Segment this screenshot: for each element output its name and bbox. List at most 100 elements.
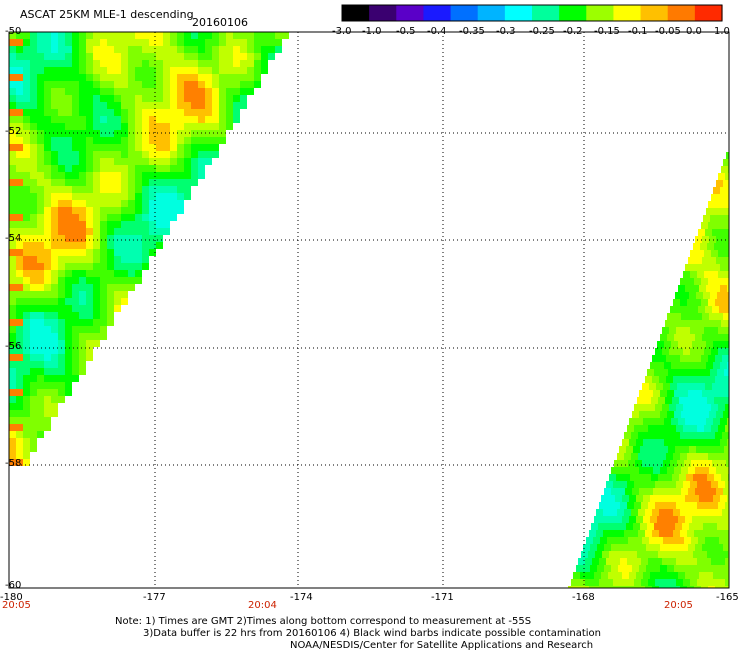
swath-cell [671,418,678,425]
swath-cell [163,172,170,179]
swath-cell [44,382,51,389]
swath-cell [16,340,23,347]
swath-cell [65,354,72,361]
swath-cell [100,291,107,298]
swath-cell [692,362,699,369]
swath-cell [643,495,650,502]
swath-cell [653,390,660,397]
swath-cell [86,200,93,207]
swath-cell [163,165,170,172]
swath-cell [638,453,645,460]
swath-cell [114,221,121,228]
swath-cell [726,537,729,544]
swath-cell [600,537,607,544]
swath-cell [716,180,723,187]
swath-cell [219,123,226,130]
swath-cell [72,368,79,375]
swath-cell [44,347,51,354]
swath-cell [594,516,601,523]
swath-cell [86,347,93,354]
swath-cell [720,572,727,579]
swath-cell [135,144,142,151]
swath-cell [23,354,30,361]
swath-cell [655,579,662,586]
swath-cell [699,572,706,579]
swath-cell [634,404,641,411]
swath-cell [613,558,620,565]
swath-cell [142,158,149,165]
swath-cell [689,369,696,376]
swath-cell [93,172,100,179]
swath-cell [44,368,51,375]
swath-cell [58,102,65,109]
swath-cell [191,88,198,95]
swath-cell [722,453,729,460]
swath-cell [9,445,16,452]
swath-cell [100,81,107,88]
swath-cell [666,586,673,588]
swath-cell [710,369,717,376]
swath-cell [615,495,622,502]
swath-cell [135,158,142,165]
swath-cell [720,362,727,369]
swath-cell [212,123,219,130]
swath-cell [135,221,142,228]
swath-cell [685,439,692,446]
swath-cell [706,208,713,215]
swath-cell [135,214,142,221]
swath-cell [44,186,51,193]
swath-cell [645,586,652,588]
swath-cell [688,313,695,320]
swath-cell [93,284,100,291]
swath-cell [713,208,720,215]
colorbar-label: -1.0 [362,26,382,37]
swath-cell [128,123,135,130]
swath-cell [240,74,247,81]
swath-cell [51,319,58,326]
swath-cell [30,256,37,263]
swath-cell [711,250,718,257]
swath-cell [156,60,163,67]
swath-cell [135,81,142,88]
swath-cell [718,194,725,201]
swath-cell [37,228,44,235]
swath-cell [704,271,711,278]
swath-cell [662,481,669,488]
swath-cell [86,158,93,165]
swath-cell [688,565,695,572]
swath-cell [640,523,647,530]
colorbar-label: 0.0 [686,26,702,37]
swath-cell [37,284,44,291]
swath-cell [205,116,212,123]
swath-cell [100,130,107,137]
swath-cell [156,221,163,228]
swath-cell [724,292,729,299]
swath-cell [727,362,729,369]
swath-cell [58,228,65,235]
swath-cell [30,417,37,424]
swath-cell [142,242,149,249]
swath-cell [715,453,722,460]
swath-cell [170,53,177,60]
swath-cell [671,439,678,446]
swath-cell [51,270,58,277]
swath-cell [198,95,205,102]
swath-cell [65,109,72,116]
swath-cell [177,137,184,144]
swath-cell [9,424,16,431]
swath-cell [30,151,37,158]
swath-cell [16,46,23,53]
swath-cell [93,256,100,263]
swath-cell [79,270,86,277]
swath-cell [100,60,107,67]
swath-cell [23,214,30,221]
swath-cell [163,207,170,214]
swath-cell [247,32,254,39]
swath-cell [44,60,51,67]
swath-cell [679,474,686,481]
swath-cell [726,306,729,313]
swath-cell [9,361,16,368]
swath-cell [671,495,678,502]
swath-cell [699,439,706,446]
swath-cell [93,319,100,326]
